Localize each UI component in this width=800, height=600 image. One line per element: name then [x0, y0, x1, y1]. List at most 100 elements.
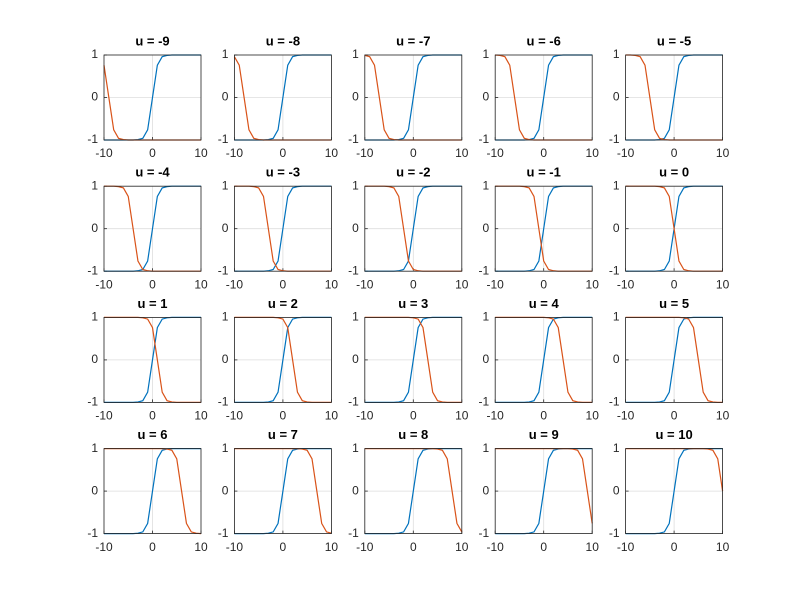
y-tick-label: -1: [348, 263, 359, 277]
x-tick-label: -10: [95, 540, 113, 554]
x-tick-label: -10: [356, 409, 374, 423]
x-tick-label: 0: [149, 540, 156, 554]
y-tick-label: -1: [609, 263, 620, 277]
y-tick-label: 1: [613, 310, 620, 324]
y-tick-label: 1: [222, 178, 229, 192]
y-tick-label: -1: [87, 526, 98, 540]
x-tick-label: -10: [356, 146, 374, 160]
y-tick-label: 1: [91, 178, 98, 192]
x-tick-label: 0: [149, 409, 156, 423]
x-tick-label: -10: [95, 146, 113, 160]
axes-box: [233, 316, 332, 403]
x-tick-label: -10: [617, 409, 635, 423]
x-tick-label: 0: [540, 540, 547, 554]
x-tick-label: 0: [671, 540, 678, 554]
x-tick-label: 0: [280, 409, 287, 423]
y-tick-label: 0: [483, 352, 490, 366]
x-tick-label: -10: [487, 277, 505, 291]
y-tick-label: 0: [222, 483, 229, 497]
x-tick-label: 0: [280, 277, 287, 291]
x-tick-label: 10: [325, 409, 339, 423]
y-tick-label: 1: [613, 441, 620, 455]
y-tick-label: 1: [352, 47, 359, 61]
subplot-title: u = 1: [138, 296, 168, 311]
y-tick-label: 0: [352, 352, 359, 366]
axes-box: [233, 185, 332, 272]
x-tick-label: -10: [617, 277, 635, 291]
y-tick-label: 1: [483, 310, 490, 324]
y-tick-label: -1: [609, 526, 620, 540]
y-tick-label: -1: [348, 395, 359, 409]
subplot-title: u = 0: [659, 165, 689, 180]
subplot-title: u = 8: [398, 427, 428, 442]
y-tick-label: 1: [483, 441, 490, 455]
subplot-title: u = 6: [138, 427, 168, 442]
y-tick-label: 1: [483, 178, 490, 192]
y-tick-label: -1: [87, 263, 98, 277]
y-tick-label: -1: [218, 395, 229, 409]
x-tick-label: 0: [540, 277, 547, 291]
x-tick-label: 10: [716, 146, 730, 160]
x-tick-label: 0: [540, 409, 547, 423]
x-tick-label: -10: [356, 540, 374, 554]
axes-box: [494, 448, 593, 535]
y-tick-label: 0: [483, 483, 490, 497]
x-tick-label: -10: [487, 146, 505, 160]
axes-box: [625, 316, 723, 403]
x-tick-label: -10: [356, 277, 374, 291]
x-tick-label: 0: [149, 146, 156, 160]
y-tick-label: 1: [91, 47, 98, 61]
x-tick-label: -10: [95, 277, 113, 291]
x-tick-label: -10: [617, 146, 635, 160]
y-tick-label: 1: [222, 47, 229, 61]
x-tick-label: 0: [540, 146, 547, 160]
x-tick-label: -10: [226, 146, 244, 160]
axes-box: [233, 54, 332, 141]
x-tick-label: 0: [410, 540, 417, 554]
axes-box: [103, 185, 202, 272]
y-tick-label: -1: [348, 132, 359, 146]
y-tick-label: 0: [613, 90, 620, 104]
y-tick-label: 1: [352, 310, 359, 324]
axes-box: [364, 448, 463, 535]
subplot-title: u = 3: [398, 296, 428, 311]
x-tick-label: -10: [487, 409, 505, 423]
x-tick-label: -10: [487, 540, 505, 554]
subplot-title: u = -5: [657, 33, 691, 48]
subplot-title: u = -9: [135, 33, 169, 48]
x-tick-label: 0: [671, 277, 678, 291]
x-tick-label: 10: [455, 540, 469, 554]
subplot-title: u = 9: [529, 427, 559, 442]
x-tick-label: 0: [671, 409, 678, 423]
y-tick-label: 0: [91, 221, 98, 235]
y-tick-label: -1: [609, 395, 620, 409]
x-tick-label: 10: [325, 146, 339, 160]
axes-box: [364, 316, 463, 403]
y-tick-label: 0: [222, 352, 229, 366]
y-tick-label: 1: [613, 47, 620, 61]
subplot-title: u = -8: [266, 33, 300, 48]
subplot-title: u = 2: [268, 296, 298, 311]
x-tick-label: -10: [226, 540, 244, 554]
x-tick-label: 10: [586, 146, 600, 160]
x-tick-label: 10: [716, 277, 730, 291]
y-tick-label: 1: [352, 441, 359, 455]
x-tick-label: 10: [586, 540, 600, 554]
x-tick-label: -10: [617, 540, 635, 554]
y-tick-label: -1: [479, 395, 490, 409]
subplot-title: u = -1: [527, 165, 561, 180]
x-tick-label: 10: [194, 146, 208, 160]
axes-box: [625, 54, 723, 141]
x-tick-label: 0: [149, 277, 156, 291]
y-tick-label: 1: [352, 178, 359, 192]
x-tick-label: 10: [194, 277, 208, 291]
axes-box: [103, 54, 202, 141]
axes-box: [103, 316, 202, 403]
y-tick-label: 1: [613, 178, 620, 192]
x-tick-label: -10: [226, 409, 244, 423]
subplot-title: u = -2: [396, 165, 430, 180]
x-tick-label: 10: [455, 146, 469, 160]
x-tick-label: 10: [325, 540, 339, 554]
x-tick-label: 10: [325, 277, 339, 291]
